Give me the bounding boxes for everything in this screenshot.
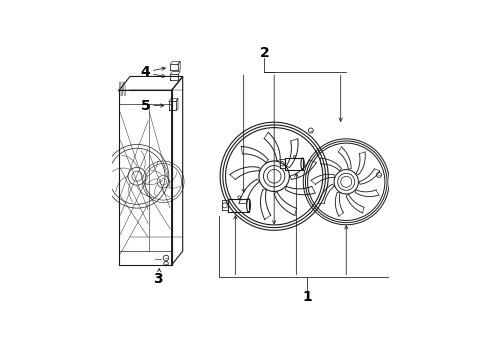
Text: 3: 3 bbox=[153, 272, 162, 286]
Text: 2: 2 bbox=[259, 46, 269, 60]
Text: 5: 5 bbox=[140, 99, 150, 113]
Text: 1: 1 bbox=[302, 290, 312, 304]
Text: 4: 4 bbox=[140, 65, 150, 79]
